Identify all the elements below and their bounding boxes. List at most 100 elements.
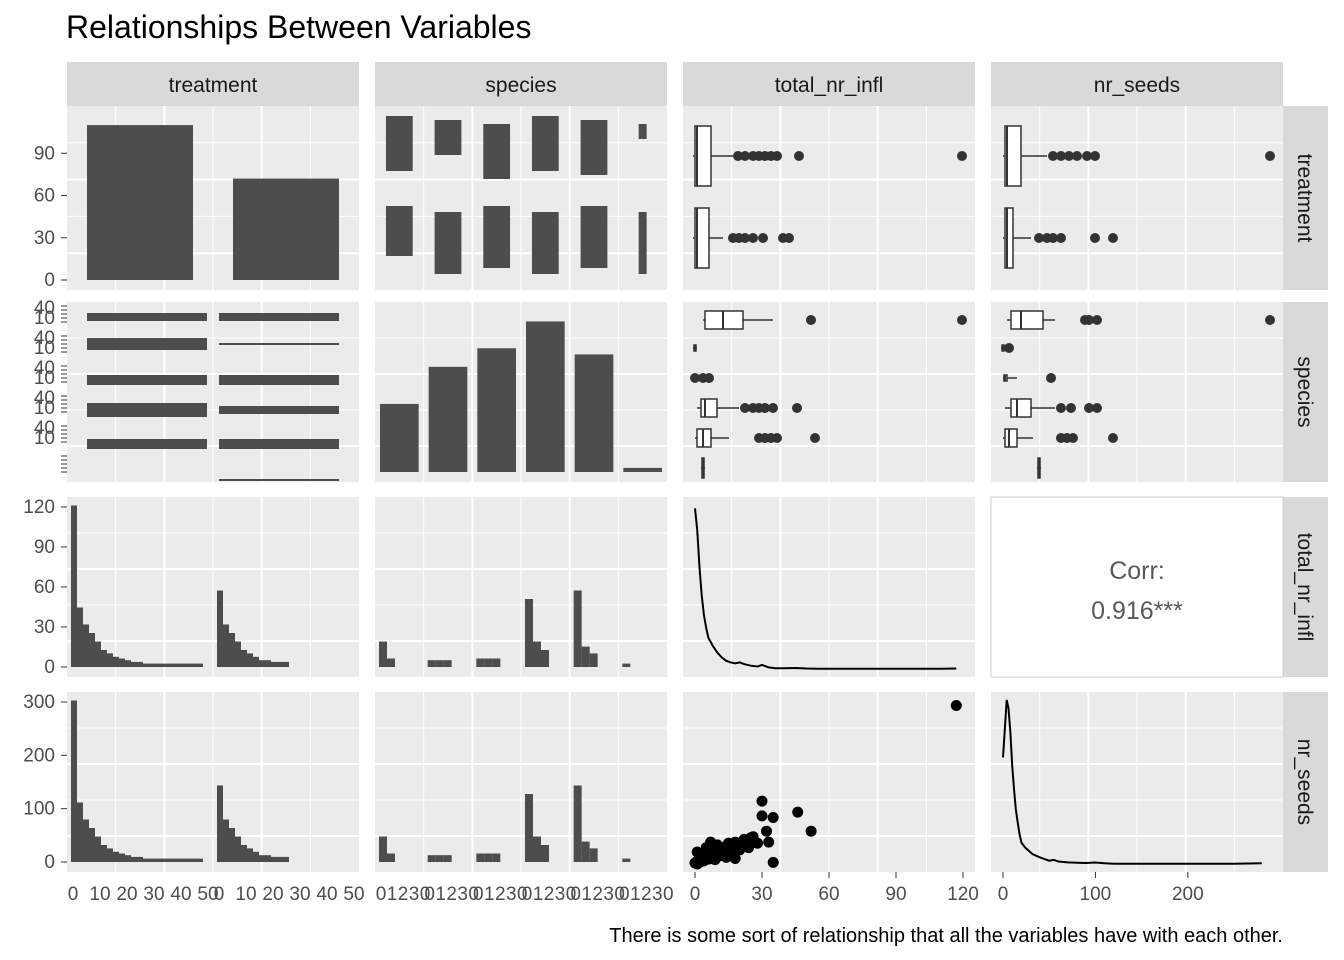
boxplot-total-infl-treatment-outlier xyxy=(794,151,804,161)
boxplot-nr-seeds-species-box xyxy=(1010,310,1044,330)
treatment-species-bar xyxy=(580,120,608,175)
treatment-species-bar xyxy=(580,206,608,268)
xtick-species-facet: 3 xyxy=(555,884,566,905)
strip-col-label-species: species xyxy=(485,74,556,97)
species-treatment-bar xyxy=(87,439,207,449)
ytick-row-3-300: 300 xyxy=(23,692,55,713)
species-treatment-bar xyxy=(219,479,339,481)
hist-nr-seeds-treatment-bar xyxy=(101,845,107,862)
boxplot-total-infl-treatment-outlier xyxy=(957,151,967,161)
hist-total-infl-species-bar xyxy=(533,641,541,667)
hist-nr-seeds-treatment-bar xyxy=(247,848,253,862)
hist-total-infl-treatment-bar xyxy=(125,660,131,667)
hist-total-infl-treatment-bar xyxy=(89,633,95,667)
species-treatment-bar xyxy=(219,439,339,449)
ytick-treatment-60: 60 xyxy=(34,186,55,207)
boxplot-total-infl-species-outlier xyxy=(806,315,816,325)
hist-nr-seeds-treatment-bar xyxy=(77,802,83,862)
xtick-species-facet: 2 xyxy=(592,884,603,905)
hist-nr-seeds-species-bar xyxy=(387,853,395,862)
boxplot-total-infl-species-outlier xyxy=(690,373,700,383)
hist-total-infl-species-bar xyxy=(427,660,436,667)
boxplot-nr-seeds-treatment-box xyxy=(1004,125,1022,187)
hist-total-infl-treatment-bar xyxy=(107,653,113,667)
hist-total-infl-treatment-bar xyxy=(197,663,203,667)
xtick-hist-count: 20 xyxy=(262,884,283,905)
strip-row-nr_seeds xyxy=(1283,692,1328,872)
boxplot-total-infl-species-outlier xyxy=(760,403,770,413)
ytick-row-3-100: 100 xyxy=(23,799,55,820)
strip-col-nr_seeds xyxy=(991,62,1283,106)
scatter-point xyxy=(696,849,708,861)
xtick-species-facet: 0 xyxy=(376,884,387,905)
hist-total-infl-species-bar xyxy=(581,646,590,667)
ytick-row-2-90: 90 xyxy=(34,537,55,558)
hist-nr-seeds-species-bar xyxy=(435,855,444,862)
boxplot-nr-seeds-species-outlier xyxy=(1265,315,1275,325)
strip-row-label-nr_seeds: nr_seeds xyxy=(1293,739,1316,825)
boxplot-nr-seeds-treatment-outlier xyxy=(1072,151,1082,161)
xtick-hist-count: 10 xyxy=(235,884,256,905)
strip-row-species xyxy=(1283,302,1328,482)
strip-row-label-species: species xyxy=(1293,356,1316,427)
hist-total-infl-treatment-bar xyxy=(271,661,277,667)
hist-nr-seeds-treatment-bar xyxy=(223,819,229,862)
hist-total-infl-treatment-bar xyxy=(217,590,223,667)
treatment-count-bar xyxy=(87,125,193,280)
hist-total-infl-species-bar xyxy=(484,658,493,667)
xtick-species-facet: 1 xyxy=(630,884,641,905)
ytick-species-label: 10 xyxy=(34,428,55,449)
strip-col-total_nr_infl xyxy=(683,62,975,106)
xtick-species-facet: 1 xyxy=(387,884,398,905)
strip-col-label-total_nr_infl: total_nr_infl xyxy=(775,74,884,97)
xtick-total-nr-infl-60: 60 xyxy=(818,884,839,905)
xtick-species-facet: 0 xyxy=(517,884,528,905)
ytick-row-2-30: 30 xyxy=(34,617,55,638)
xtick-species-facet: 0 xyxy=(424,884,435,905)
hist-total-infl-treatment-bar xyxy=(223,624,229,667)
hist-total-infl-treatment-bar xyxy=(259,660,265,667)
scatter-point xyxy=(767,856,779,868)
xtick-hist-count: 40 xyxy=(316,884,337,905)
boxplot-nr-seeds-species-outlier xyxy=(1066,403,1076,413)
scatter-point xyxy=(716,842,728,854)
ytick-species-label: 40 xyxy=(34,388,55,409)
hist-total-infl-treatment-bar xyxy=(137,661,143,667)
panel-2-3 xyxy=(990,496,1284,678)
strip-col-species xyxy=(375,62,667,106)
boxplot-total-infl-species-outlier xyxy=(792,403,802,413)
scatter-point xyxy=(756,810,768,822)
hist-nr-seeds-species-bar xyxy=(379,836,387,862)
hist-total-infl-treatment-bar xyxy=(167,663,173,667)
xtick-species-facet: 0 xyxy=(614,884,625,905)
ytick-species-label: 10 xyxy=(34,338,55,359)
boxplot-total-infl-species-outlier xyxy=(704,373,714,383)
hist-total-infl-treatment-bar xyxy=(229,633,235,667)
hist-nr-seeds-species-bar xyxy=(484,853,493,862)
boxplot-nr-seeds-treatment-outlier xyxy=(1090,233,1100,243)
hist-total-infl-species-bar xyxy=(476,658,485,667)
hist-total-infl-treatment-bar xyxy=(191,663,197,667)
species-treatment-bar xyxy=(87,338,207,350)
hist-nr-seeds-species-bar xyxy=(589,848,598,862)
species-treatment-bar xyxy=(87,375,207,385)
hist-total-infl-species-bar xyxy=(379,641,387,667)
scatter-point xyxy=(950,700,962,711)
xtick-total-nr-infl-120: 120 xyxy=(947,884,979,905)
boxplot-nr-seeds-species-outlier xyxy=(1108,433,1118,443)
xtick-species-facet: 1 xyxy=(533,884,544,905)
ytick-treatment-30: 30 xyxy=(34,228,55,249)
xtick-total-nr-infl-90: 90 xyxy=(885,884,906,905)
boxplot-nr-seeds-treatment-outlier xyxy=(1034,233,1044,243)
xtick-species-facet: 0 xyxy=(420,884,431,905)
hist-total-infl-treatment-bar xyxy=(77,607,83,667)
xtick-hist-count: 30 xyxy=(289,884,310,905)
hist-nr-seeds-treatment-bar xyxy=(89,828,95,862)
hist-nr-seeds-species-bar xyxy=(581,841,590,862)
hist-nr-seeds-treatment-bar xyxy=(259,855,265,862)
boxplot-nr-seeds-treatment-outlier xyxy=(1056,233,1066,243)
panel-grid: treatment species total_nr_infl nr_seedstre… xyxy=(23,62,1328,905)
boxplot-total-infl-treatment-outlier xyxy=(758,233,768,243)
treatment-species-bar xyxy=(638,212,647,274)
